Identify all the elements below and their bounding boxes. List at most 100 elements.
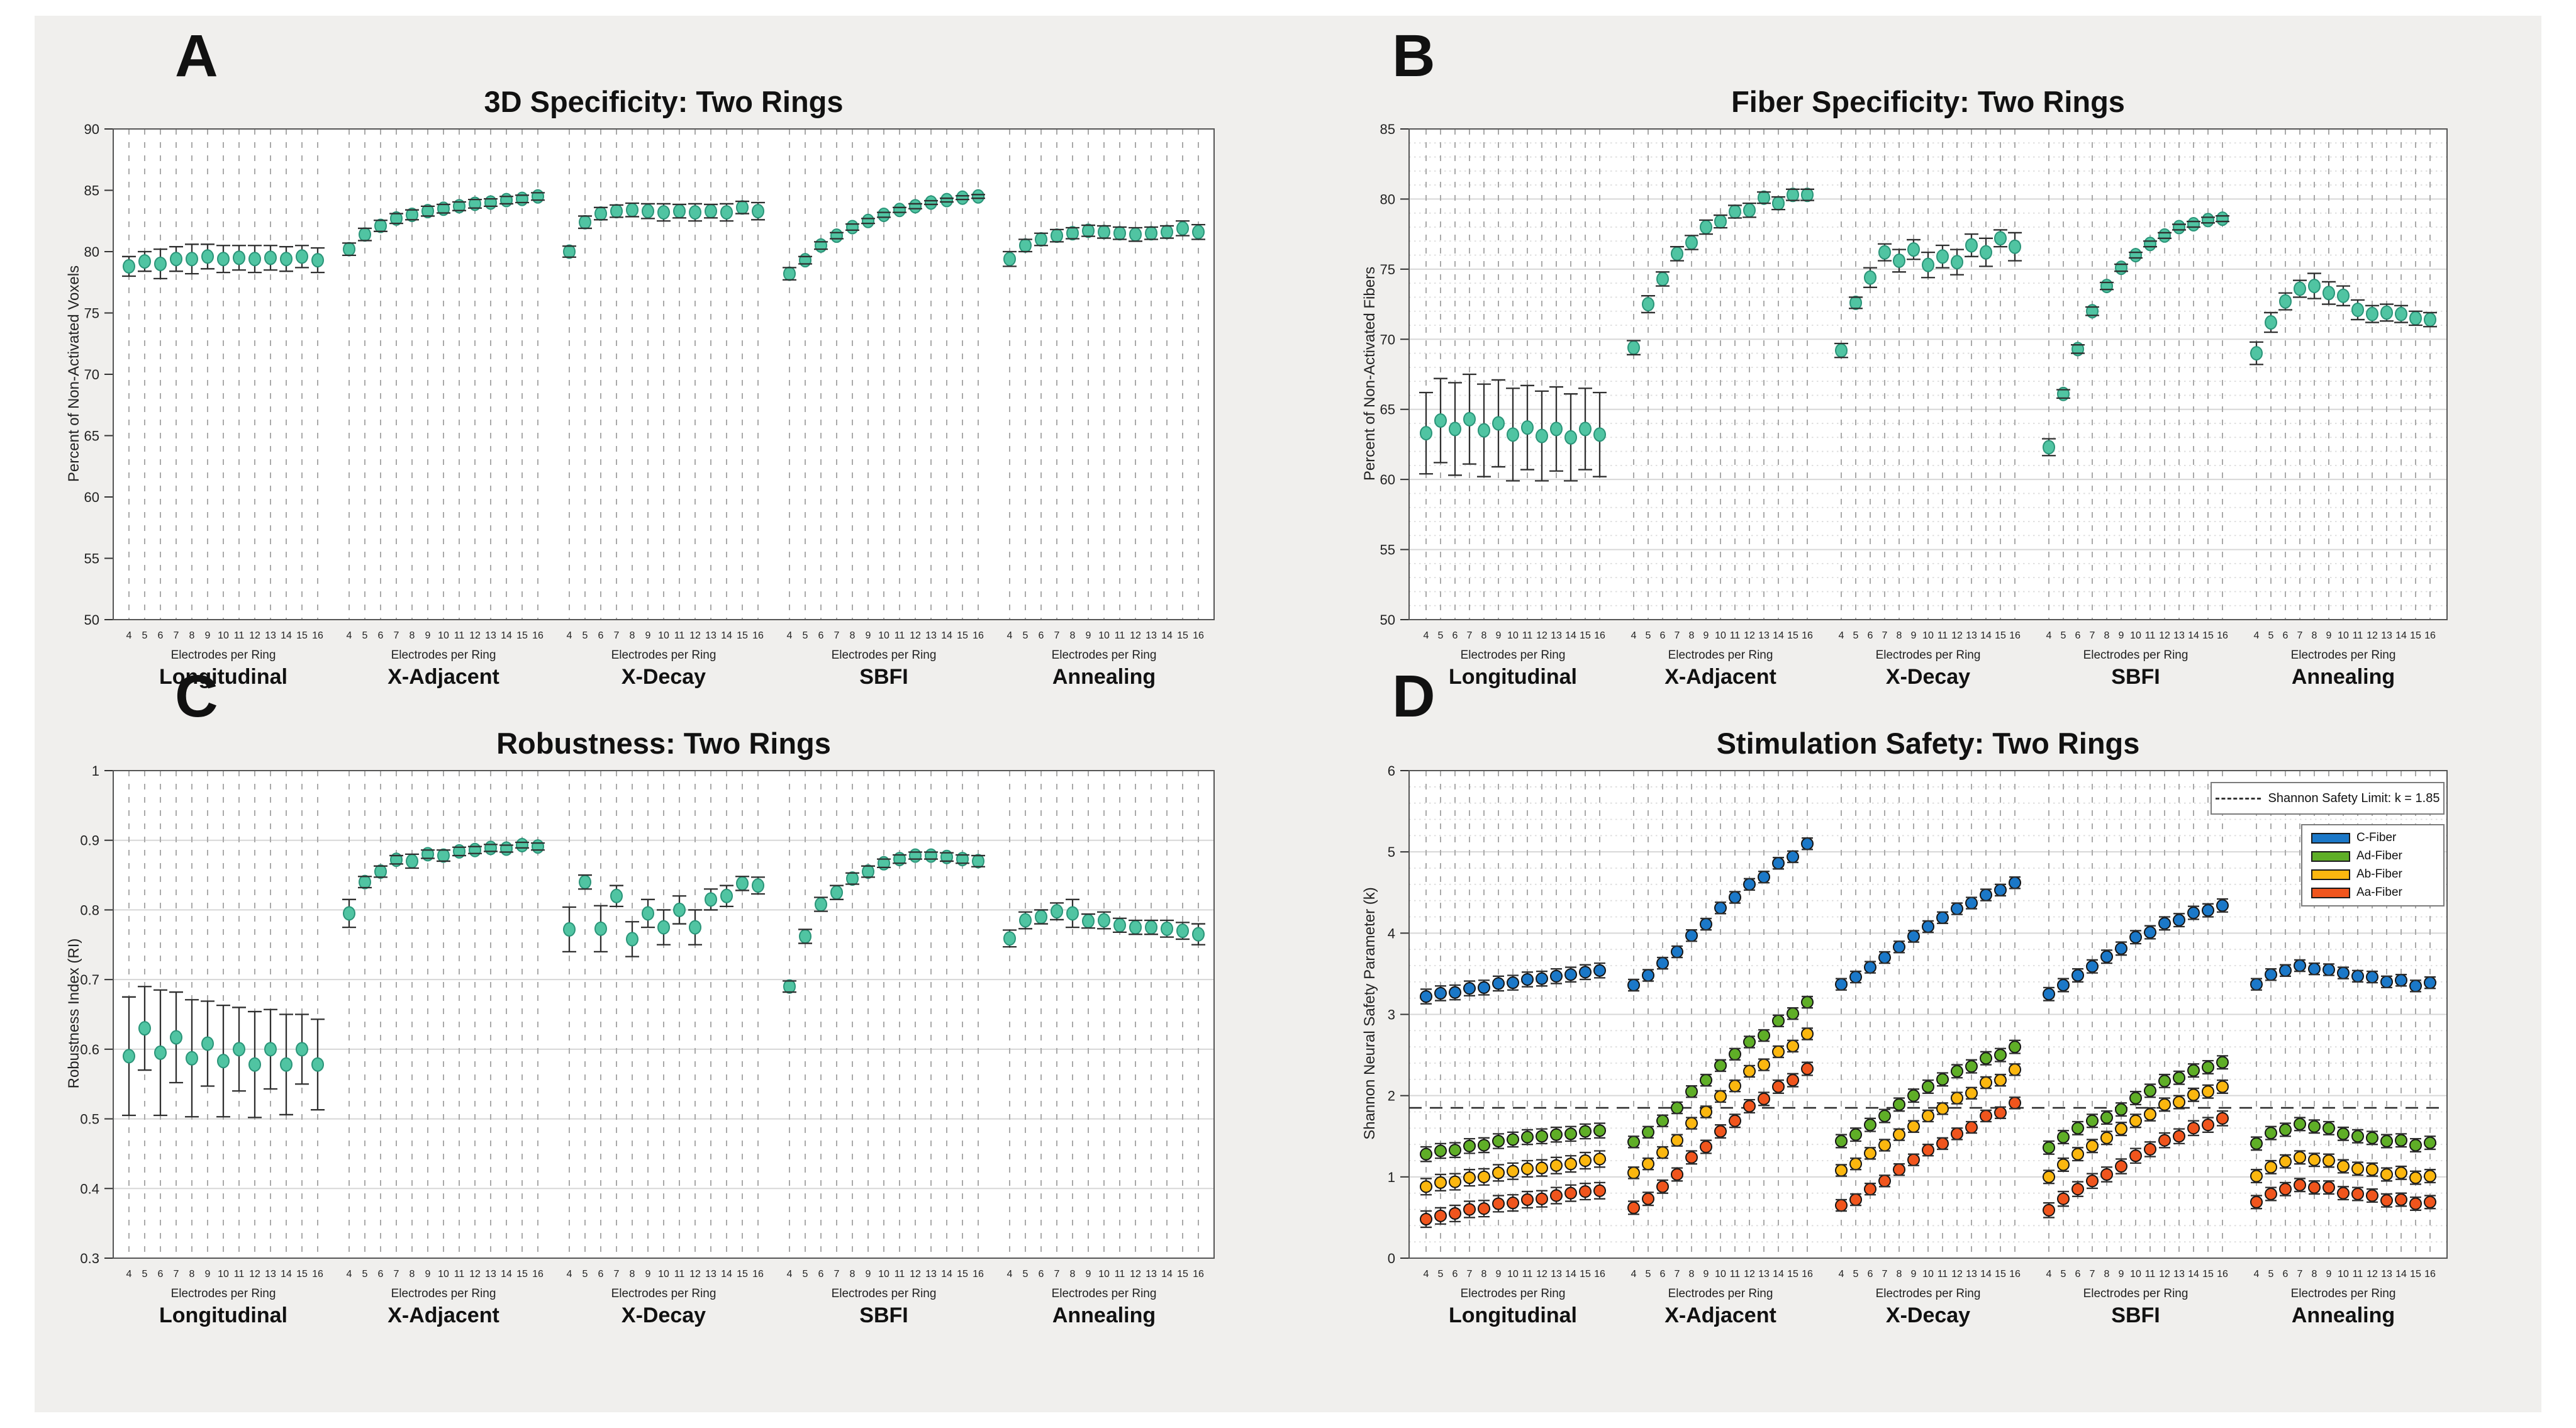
svg-text:14: 14	[1980, 1269, 1992, 1280]
svg-text:8: 8	[189, 630, 195, 641]
svg-text:11: 11	[895, 1269, 905, 1280]
svg-text:16: 16	[2424, 1269, 2436, 1280]
svg-text:70: 70	[1380, 332, 1395, 347]
svg-text:16: 16	[752, 1269, 764, 1280]
svg-text:11: 11	[234, 630, 245, 641]
svg-text:10: 10	[2338, 630, 2349, 641]
svg-text:11: 11	[2353, 630, 2363, 641]
svg-text:10: 10	[218, 1269, 229, 1280]
svg-text:7: 7	[1882, 630, 1888, 641]
svg-text:15: 15	[1177, 630, 1188, 641]
svg-text:0.5: 0.5	[80, 1112, 99, 1127]
svg-text:8: 8	[189, 1269, 195, 1280]
svg-text:15: 15	[1995, 630, 2006, 641]
svg-text:4: 4	[1424, 630, 1429, 641]
svg-text:5: 5	[1646, 630, 1651, 641]
svg-text:85: 85	[84, 183, 99, 199]
svg-text:7: 7	[614, 1269, 620, 1280]
svg-text:11: 11	[454, 630, 465, 641]
svg-text:15: 15	[1787, 1269, 1798, 1280]
panel-letter-d: D	[1392, 663, 1436, 730]
svg-text:9: 9	[645, 630, 651, 641]
svg-text:Electrodes per Ring: Electrodes per Ring	[1876, 649, 1981, 662]
svg-text:5: 5	[1646, 1269, 1651, 1280]
svg-text:5: 5	[1388, 844, 1395, 860]
svg-text:15: 15	[516, 630, 528, 641]
svg-text:X-Adjacent: X-Adjacent	[1664, 1303, 1776, 1327]
svg-text:5: 5	[583, 630, 588, 641]
svg-text:7: 7	[2090, 1269, 2095, 1280]
svg-text:3: 3	[1388, 1007, 1395, 1023]
svg-text:11: 11	[1938, 1269, 1948, 1280]
svg-text:12: 12	[910, 630, 921, 641]
svg-text:60: 60	[84, 489, 99, 505]
svg-text:50: 50	[84, 612, 99, 628]
svg-text:14: 14	[941, 630, 952, 641]
svg-text:4: 4	[1839, 1269, 1844, 1280]
svg-text:9: 9	[1911, 630, 1917, 641]
svg-text:14: 14	[721, 630, 732, 641]
svg-text:14: 14	[1161, 630, 1173, 641]
svg-text:6: 6	[1039, 630, 1044, 641]
svg-text:7: 7	[1054, 630, 1060, 641]
svg-text:8: 8	[410, 630, 415, 641]
svg-text:7: 7	[1675, 1269, 1680, 1280]
svg-text:4: 4	[347, 1269, 352, 1280]
svg-text:SBFI: SBFI	[859, 1303, 908, 1327]
svg-text:12: 12	[1951, 1269, 1963, 1280]
svg-text:60: 60	[1380, 472, 1395, 488]
svg-text:80: 80	[1380, 191, 1395, 207]
svg-text:5: 5	[803, 1269, 808, 1280]
svg-text:0: 0	[1388, 1251, 1395, 1266]
svg-text:10: 10	[1098, 1269, 1110, 1280]
svg-text:16: 16	[973, 1269, 984, 1280]
svg-text:6: 6	[1868, 630, 1873, 641]
svg-text:9: 9	[1496, 1269, 1502, 1280]
svg-text:10: 10	[2130, 630, 2141, 641]
svg-text:12: 12	[1130, 1269, 1141, 1280]
svg-text:13: 13	[705, 1269, 716, 1280]
svg-text:8: 8	[850, 630, 856, 641]
svg-text:10: 10	[1098, 630, 1110, 641]
svg-text:5: 5	[362, 630, 368, 641]
svg-text:Electrodes per Ring: Electrodes per Ring	[2291, 1287, 2396, 1300]
aa-fiber-label: Aa-Fiber	[2356, 886, 2402, 899]
svg-text:16: 16	[1594, 630, 1605, 641]
svg-text:4: 4	[2046, 1269, 2052, 1280]
svg-text:Annealing: Annealing	[1052, 665, 1156, 689]
svg-text:15: 15	[296, 630, 308, 641]
svg-text:4: 4	[1424, 1269, 1429, 1280]
svg-text:6: 6	[1388, 763, 1395, 779]
legend-shannon-safety: Shannon Safety Limit: k = 1.85	[2211, 782, 2445, 815]
svg-text:X-Adjacent: X-Adjacent	[1664, 665, 1776, 689]
svg-text:6: 6	[2283, 630, 2289, 641]
svg-text:7: 7	[2297, 630, 2303, 641]
svg-text:4: 4	[2046, 630, 2052, 641]
svg-text:SBFI: SBFI	[2111, 665, 2160, 689]
svg-text:Electrodes per Ring: Electrodes per Ring	[391, 649, 496, 662]
svg-text:15: 15	[296, 1269, 308, 1280]
svg-text:11: 11	[2353, 1269, 2363, 1280]
svg-text:11: 11	[1115, 1269, 1125, 1280]
svg-text:16: 16	[2009, 1269, 2021, 1280]
svg-text:5: 5	[2061, 630, 2066, 641]
svg-text:15: 15	[737, 630, 748, 641]
svg-text:Longitudinal: Longitudinal	[1449, 1303, 1577, 1327]
svg-text:5: 5	[2061, 1269, 2066, 1280]
svg-text:13: 13	[2381, 630, 2392, 641]
svg-text:10: 10	[1922, 1269, 1934, 1280]
svg-text:10: 10	[2338, 1269, 2349, 1280]
svg-text:10: 10	[218, 630, 229, 641]
svg-text:4: 4	[787, 1269, 793, 1280]
svg-text:6: 6	[158, 630, 164, 641]
svg-text:9: 9	[1911, 1269, 1917, 1280]
c-fiber-swatch-icon	[2311, 832, 2350, 844]
svg-text:5: 5	[1438, 1269, 1444, 1280]
svg-text:16: 16	[1802, 1269, 1813, 1280]
svg-text:15: 15	[1177, 1269, 1188, 1280]
svg-text:1: 1	[92, 763, 99, 779]
svg-text:14: 14	[1161, 1269, 1173, 1280]
svg-text:Electrodes per Ring: Electrodes per Ring	[171, 649, 276, 662]
svg-text:0.6: 0.6	[80, 1042, 99, 1057]
svg-text:10: 10	[1507, 630, 1519, 641]
